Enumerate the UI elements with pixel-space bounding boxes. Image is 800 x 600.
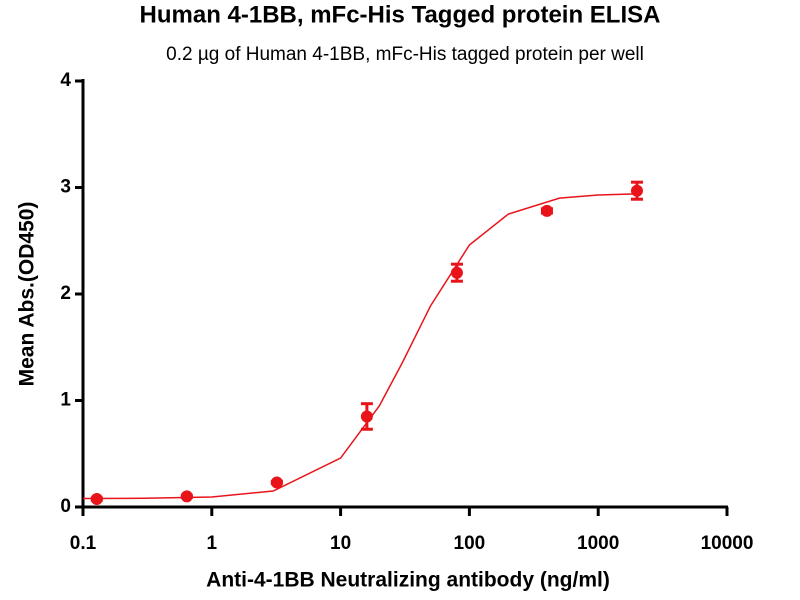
data-point [540,204,553,217]
x-tick-label: 1000 [577,533,619,554]
x-tick-label: 0.1 [70,533,97,554]
data-point [270,476,283,489]
x-tick-label: 1 [207,533,218,554]
y-tick-label: 2 [60,283,71,304]
x-tick-label: 10 [330,533,351,554]
x-tick-label: 10000 [701,533,754,554]
y-tick-label: 4 [60,70,71,91]
data-point [360,410,373,423]
data-point [630,184,643,197]
y-tick-label: 3 [60,177,71,198]
y-tick-label: 1 [60,390,71,411]
chart-title: Human 4-1BB, mFc-His Tagged protein ELIS… [140,1,661,28]
y-tick-label: 0 [60,496,71,517]
y-axis-label: Mean Abs.(OD450) [16,202,39,387]
x-axis-label: Anti-4-1BB Neutralizing antibody (ng/ml) [206,569,610,592]
data-point [180,490,193,503]
data-point [90,493,103,506]
chart-subtitle: 0.2 µg of Human 4-1BB, mFc-His tagged pr… [166,44,644,65]
x-tick-label: 100 [454,533,486,554]
data-point [450,266,463,279]
fit-curve [82,193,637,500]
